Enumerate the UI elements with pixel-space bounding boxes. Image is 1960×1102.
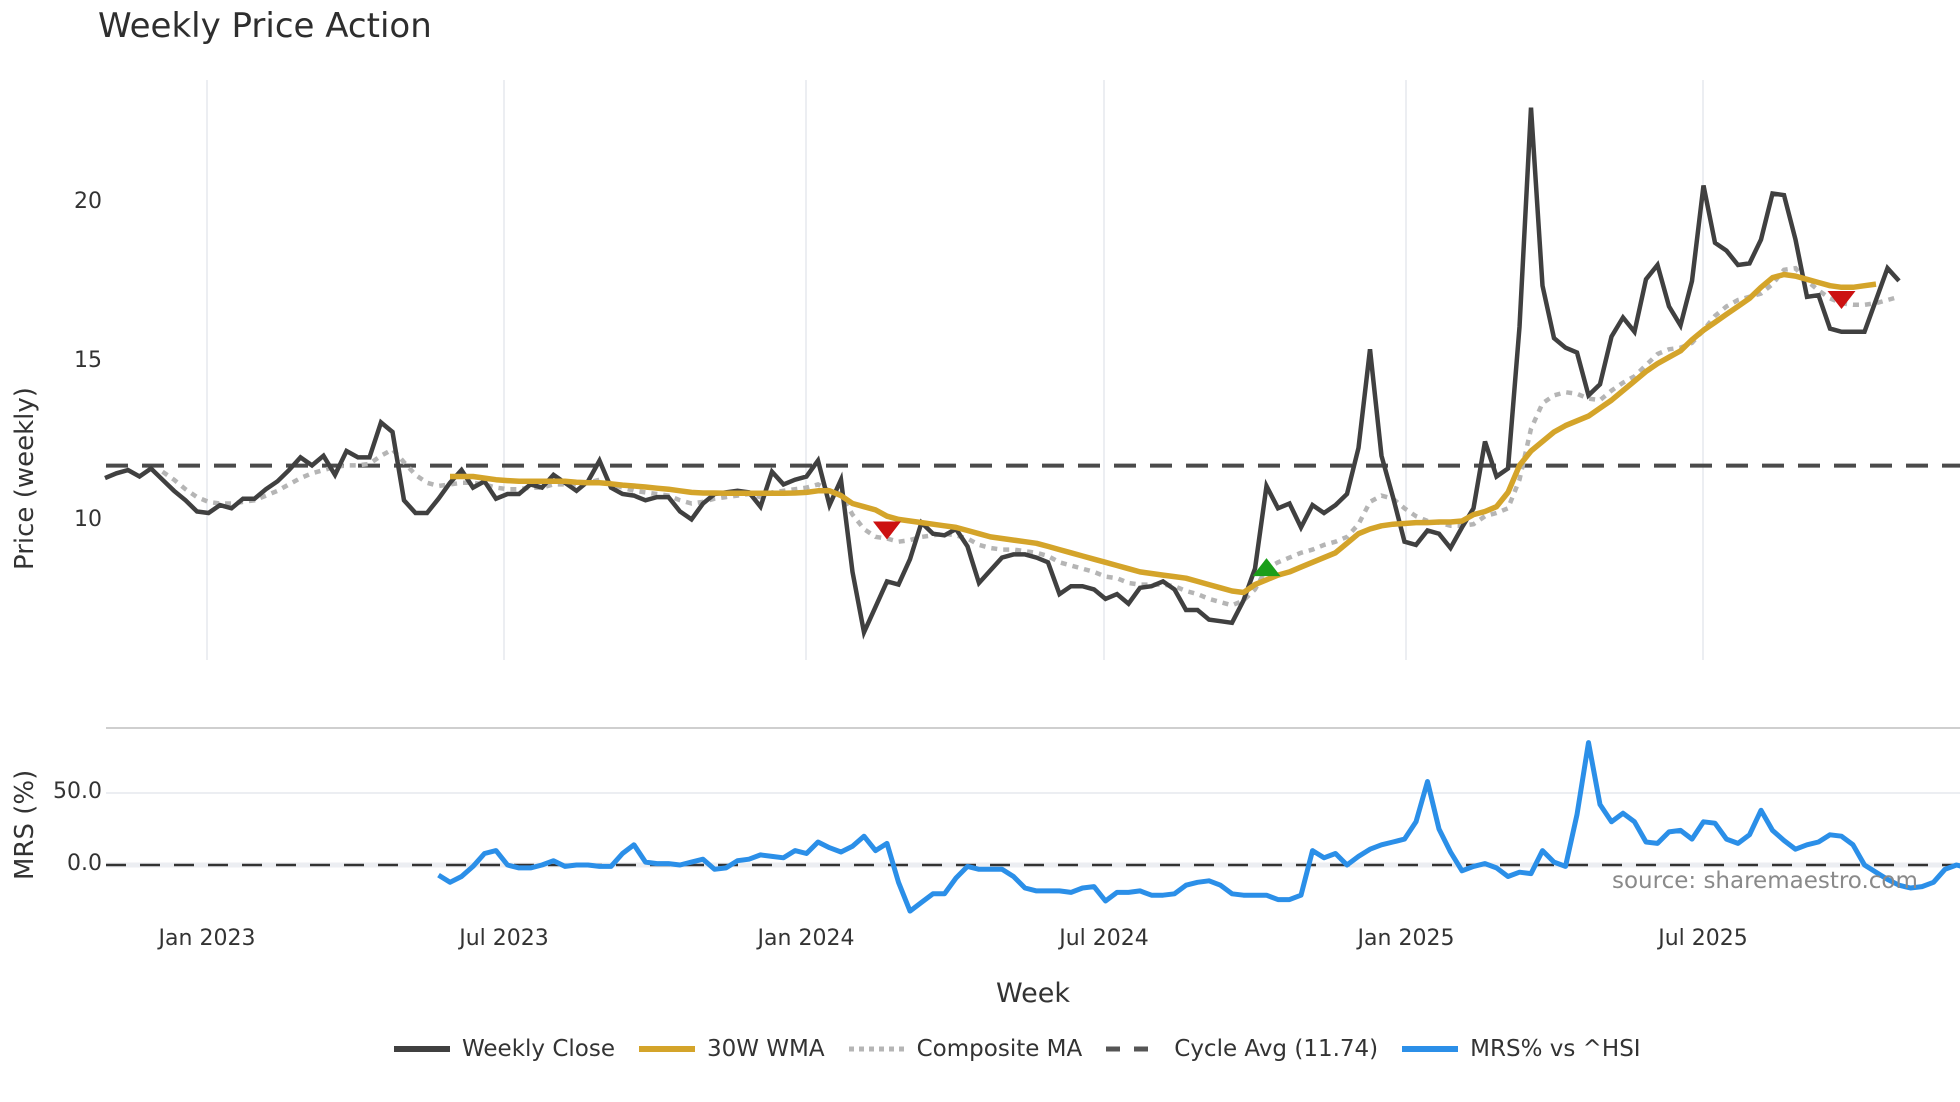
price-ytick-10: 10 [74,507,102,532]
xtick-jan-2023: Jan 2023 [158,926,256,951]
x-axis-label: Week [996,978,1070,1009]
mrs-ytick-0: 0.0 [67,851,102,876]
chart-title: Weekly Price Action [98,6,432,46]
wma-line [450,271,1877,596]
xtick-jul-2024: Jul 2024 [1059,926,1149,951]
weekly-close-line-icon [392,1043,452,1055]
xtick-jul-2023: Jul 2023 [459,926,549,951]
xtick-jul-2025: Jul 2025 [1658,926,1748,951]
legend-item-cycle-avg[interactable]: Cycle Avg (11.74) [1104,1036,1378,1062]
legend-label: Composite MA [916,1036,1083,1062]
mrs-line-icon [1400,1043,1460,1055]
price-ytick-15: 15 [74,348,102,373]
legend-label: Weekly Close [462,1036,615,1062]
legend: Weekly Close 30W WMA Composite MA Cycle … [392,1036,1663,1062]
legend-item-weekly-close[interactable]: Weekly Close [392,1036,615,1062]
mrs-ytick-50: 50.0 [53,779,102,804]
cycle-avg-dashed-line-icon [1104,1043,1164,1055]
xtick-jan-2024: Jan 2024 [757,926,855,951]
sell-signal-icon [873,521,901,540]
composite-ma-line [161,265,1900,608]
legend-item-mrs[interactable]: MRS% vs ^HSI [1400,1036,1641,1062]
mrs-line [437,740,1960,914]
sell-signal-icon [1827,290,1856,309]
weekly-close-line [104,107,1901,640]
xtick-jan-2025: Jan 2025 [1357,926,1455,951]
buy-signal-icon [1252,558,1281,577]
chart-canvas [104,80,1960,914]
wma-line-icon [637,1043,697,1055]
legend-label: MRS% vs ^HSI [1470,1036,1641,1062]
source-annotation: source: sharemaestro.com [1612,868,1918,894]
composite-ma-dotted-line-icon [847,1043,907,1055]
legend-item-composite-ma[interactable]: Composite MA [847,1036,1083,1062]
price-ytick-20: 20 [74,189,102,214]
legend-label: 30W WMA [706,1036,825,1062]
legend-label: Cycle Avg (11.74) [1174,1036,1379,1062]
legend-item-30w-wma[interactable]: 30W WMA [637,1036,825,1062]
